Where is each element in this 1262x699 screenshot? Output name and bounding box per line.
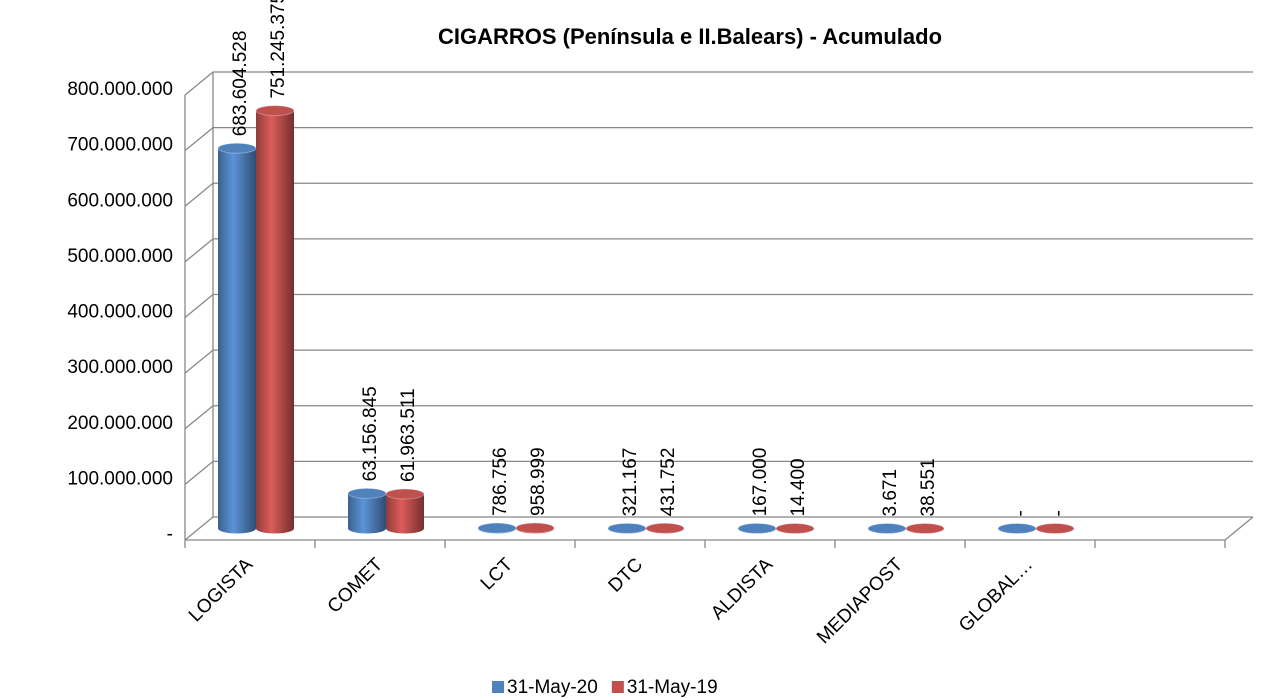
bar	[997, 523, 1037, 534]
value-label: -	[1048, 510, 1069, 516]
bar	[1035, 523, 1075, 534]
y-tick-label: 800.000.000	[67, 79, 173, 100]
y-tick-label: 600.000.000	[67, 190, 173, 211]
value-label: 167.000	[750, 448, 771, 517]
bar	[385, 488, 425, 534]
x-tick-label: ALDISTA	[707, 554, 777, 624]
bar	[867, 522, 907, 534]
value-label: 751.245.375	[268, 0, 289, 99]
grid-line	[184, 460, 1253, 485]
x-tick-label: GLOBAL…	[955, 554, 1037, 636]
grid-line	[184, 405, 1253, 430]
grid-line	[184, 71, 1253, 96]
bar	[737, 522, 777, 534]
legend-label: 31-May-19	[627, 677, 718, 698]
value-label: 431.752	[658, 448, 679, 517]
floor-edge	[185, 516, 1254, 541]
bar-top	[1035, 523, 1075, 534]
value-label: 61.963.511	[398, 388, 419, 482]
bar-top	[255, 105, 295, 117]
chart-title: CIGARROS (Península e II.Balears) - Acum…	[438, 24, 942, 49]
bar-top	[867, 522, 907, 534]
y-tick-label: 700.000.000	[67, 135, 173, 156]
y-tick-label: 500.000.000	[67, 246, 173, 267]
value-label: 38.551	[918, 458, 939, 516]
value-label: 786.756	[490, 447, 511, 516]
value-label: -	[1010, 510, 1031, 516]
value-label: 958.999	[528, 447, 549, 516]
value-label: 14.400	[788, 458, 809, 516]
y-tick-label: 400.000.000	[67, 302, 173, 323]
bar	[515, 522, 555, 534]
bar	[607, 522, 647, 534]
bar-top	[607, 522, 647, 534]
bar-top	[997, 523, 1037, 534]
bar	[905, 522, 945, 534]
bar-top	[775, 522, 815, 534]
bar-top	[515, 522, 555, 534]
x-tick-label: COMET	[324, 554, 388, 618]
bar-body	[386, 494, 424, 534]
grid-line	[184, 349, 1253, 374]
y-tick-label: -	[167, 524, 173, 545]
bar-top	[905, 522, 945, 534]
grid-line	[184, 126, 1253, 152]
bar-body	[348, 493, 386, 534]
grid-line	[184, 293, 1253, 319]
y-tick-label: 100.000.000	[67, 468, 173, 489]
legend-swatch	[611, 681, 624, 693]
legend-swatch	[492, 681, 504, 693]
value-label: 321.167	[620, 448, 641, 517]
bar-top	[477, 522, 517, 534]
bar-top	[645, 522, 685, 534]
x-tick-label: LCT	[477, 554, 518, 595]
bar-top	[217, 142, 257, 154]
bar-body	[256, 110, 294, 534]
bar-body	[218, 148, 256, 534]
legend-label: 31-May-20	[507, 677, 598, 698]
y-tick-label: 300.000.000	[67, 357, 173, 378]
bar	[255, 105, 295, 534]
bar	[347, 487, 387, 534]
x-tick-label: DTC	[605, 554, 647, 596]
bar-top	[347, 487, 387, 499]
grid-line	[184, 182, 1253, 207]
bar	[217, 142, 257, 534]
grid-line	[184, 516, 1253, 541]
value-label: 63.156.845	[360, 386, 381, 481]
x-tick-label: MEDIAPOST	[813, 554, 907, 648]
x-tick-label: LOGISTA	[185, 554, 257, 626]
bar	[775, 522, 815, 534]
grid-line	[184, 238, 1253, 263]
bar	[477, 522, 517, 534]
bar-top	[385, 488, 425, 500]
bar-top	[737, 522, 777, 534]
y-tick-label: 200.000.000	[67, 413, 173, 434]
value-label: 683.604.528	[230, 31, 251, 137]
bar	[645, 522, 685, 534]
value-label: 3.671	[880, 469, 901, 517]
